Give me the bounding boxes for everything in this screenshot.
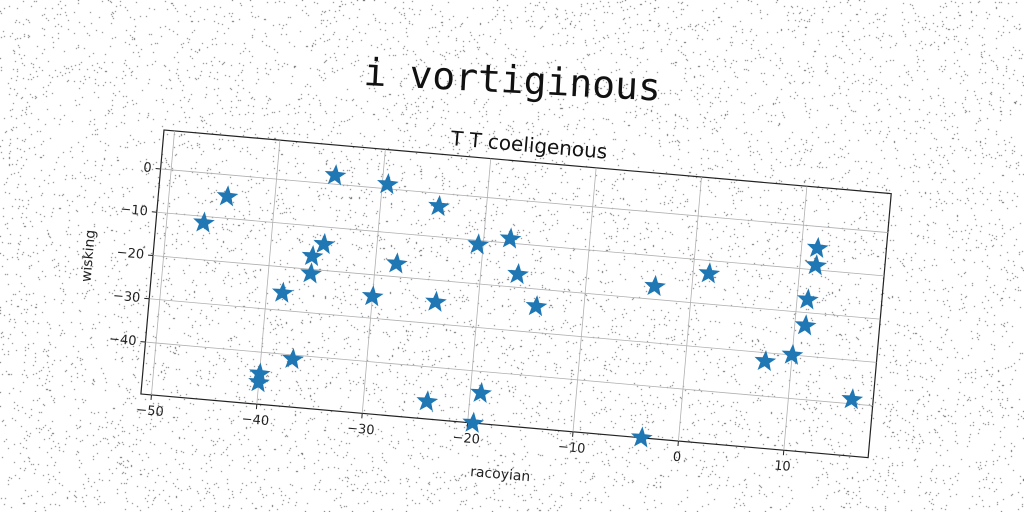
y-tick-label: −10 [120,202,149,219]
grid-lines [145,130,888,451]
plot-area: −50 −40 −30 −20 −10 0 10 0 −10 −20 −30 −40 T T coel… [78,126,892,485]
x-grid-line [256,140,281,405]
x-tick-label: −40 [241,412,270,429]
x-tick-label: 0 [672,450,682,466]
y-tick-label: 0 [143,160,153,176]
scatter-point [507,262,529,285]
y-grid-line [145,341,873,407]
x-tick-label: −50 [136,403,165,420]
scatter-point [644,274,666,297]
scatter-point [797,288,819,310]
x-axis-label: racoyian [470,464,531,485]
scatter-point [428,194,450,217]
x-tick-label: −30 [346,421,375,438]
x-grid-line [572,167,597,432]
scatter-point [193,211,215,233]
x-grid-line [151,130,175,395]
scatter-point [781,343,804,365]
scatter-point [425,290,447,312]
x-tick-label: −20 [452,430,481,447]
scatter-point [324,164,347,186]
scatter-point [470,381,492,403]
scatter-point [313,232,336,255]
scatter-point [467,233,490,255]
y-tick-label: −20 [116,245,145,262]
scatter-point [377,173,399,195]
scatter-point [525,295,548,317]
y-grid-line [160,168,888,233]
scatter-point [462,411,485,433]
scatter-point [416,390,439,412]
chart-title: T T coeligenous [449,126,608,164]
scatter-point [282,347,304,370]
scatter-point [631,426,653,448]
scatter-point [841,388,864,410]
scatter-point [301,244,324,267]
y-grid-line [152,255,881,320]
axes-frame [140,129,892,459]
scatter-point [361,285,384,307]
axis-ticks: −50 −40 −30 −20 −10 0 10 0 −10 −20 −30 −40 [108,160,791,474]
scatter-point [271,281,294,303]
x-grid-line [467,158,492,423]
scatter-point [698,262,721,284]
scatter-point [386,252,408,274]
data-points [193,164,864,448]
x-tick-label: −10 [557,440,586,457]
x-grid-line [361,149,386,414]
scatter-point [248,371,270,393]
scatter-point [300,262,322,284]
scatter-point [805,254,828,276]
y-tick-label: −40 [108,332,137,349]
y-axis-label: wisking [78,229,99,283]
scatter-point [499,227,522,249]
y-grid-line [149,298,877,363]
scatter-point [794,314,817,336]
x-grid-line [783,186,808,451]
y-tick-label: −30 [112,289,141,306]
scatter-point [754,349,777,372]
x-tick-label: 10 [773,458,791,474]
x-grid-line [678,176,702,442]
scatter-point [806,236,829,259]
scatter-point [216,185,239,207]
y-grid-line [156,211,885,277]
